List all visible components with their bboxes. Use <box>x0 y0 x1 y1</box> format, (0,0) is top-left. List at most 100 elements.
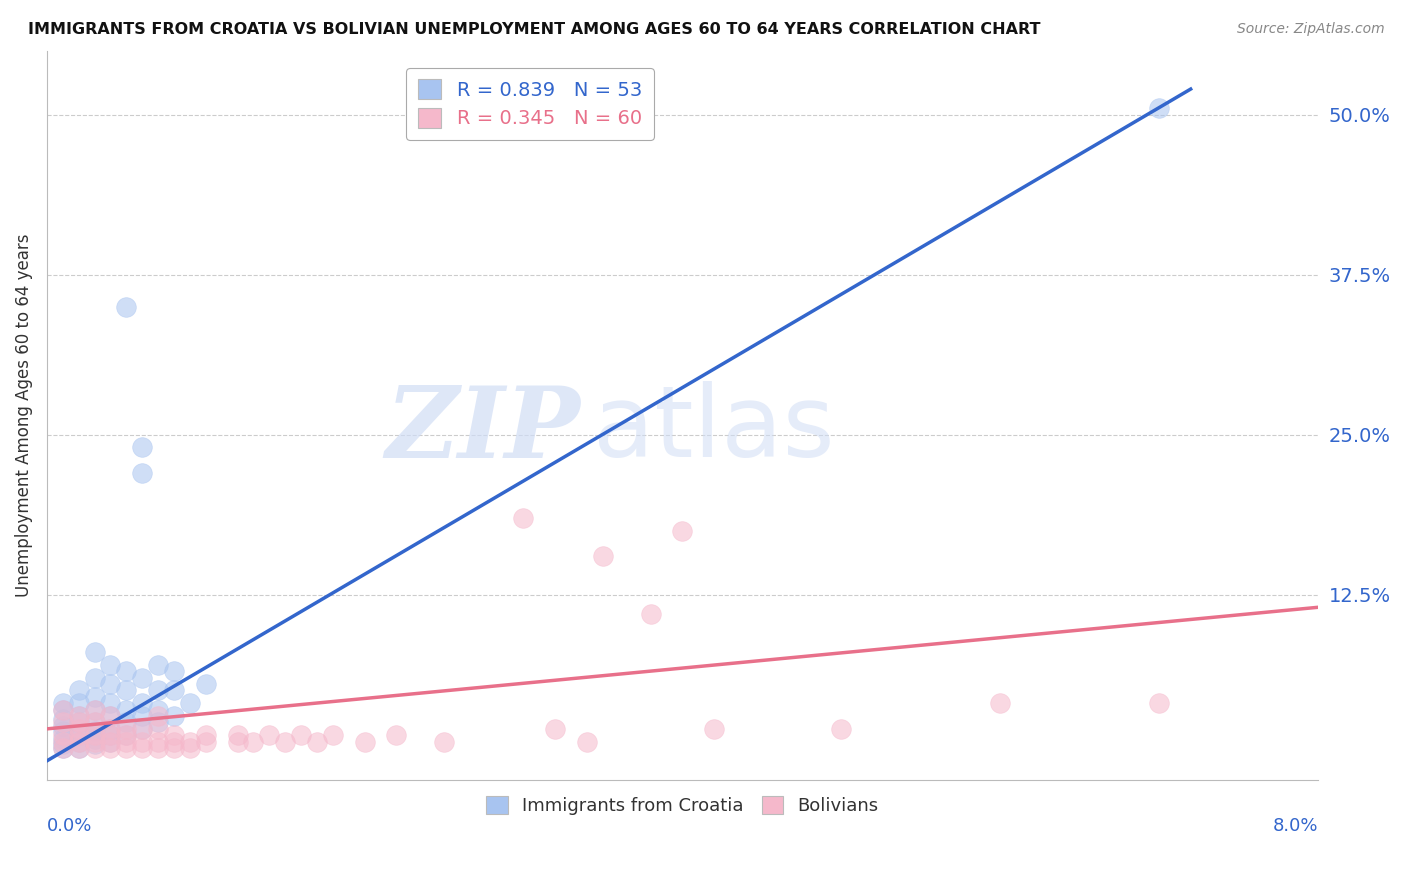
Point <box>146 715 169 730</box>
Point <box>163 728 186 742</box>
Point <box>52 741 75 756</box>
Point <box>100 728 122 742</box>
Point <box>640 607 662 621</box>
Point <box>83 703 105 717</box>
Point <box>131 734 153 748</box>
Point <box>115 741 138 756</box>
Point <box>52 719 75 733</box>
Point <box>115 728 138 742</box>
Text: IMMIGRANTS FROM CROATIA VS BOLIVIAN UNEMPLOYMENT AMONG AGES 60 TO 64 YEARS CORRE: IMMIGRANTS FROM CROATIA VS BOLIVIAN UNEM… <box>28 22 1040 37</box>
Point <box>131 741 153 756</box>
Point <box>163 734 186 748</box>
Point <box>52 715 75 730</box>
Point <box>163 741 186 756</box>
Point <box>67 709 90 723</box>
Point <box>83 671 105 685</box>
Point <box>67 741 90 756</box>
Point <box>83 732 105 747</box>
Point <box>259 728 281 742</box>
Point <box>67 734 90 748</box>
Point <box>100 657 122 672</box>
Point <box>115 703 138 717</box>
Point <box>1147 101 1170 115</box>
Point <box>179 734 201 748</box>
Point <box>131 722 153 736</box>
Point <box>703 722 725 736</box>
Point <box>146 734 169 748</box>
Point <box>305 734 328 748</box>
Point <box>163 665 186 679</box>
Text: Source: ZipAtlas.com: Source: ZipAtlas.com <box>1237 22 1385 37</box>
Text: 8.0%: 8.0% <box>1272 816 1317 835</box>
Point <box>100 741 122 756</box>
Point <box>131 466 153 480</box>
Point <box>115 300 138 314</box>
Point <box>67 734 90 748</box>
Point <box>52 741 75 756</box>
Point <box>67 741 90 756</box>
Point <box>131 441 153 455</box>
Point <box>67 722 90 736</box>
Point <box>179 696 201 710</box>
Point <box>67 715 90 730</box>
Point <box>67 728 90 742</box>
Point <box>52 732 75 747</box>
Point <box>52 737 75 751</box>
Text: 0.0%: 0.0% <box>46 816 93 835</box>
Point <box>1147 696 1170 710</box>
Point <box>131 709 153 723</box>
Point <box>194 734 217 748</box>
Point <box>988 696 1011 710</box>
Point <box>194 728 217 742</box>
Point <box>671 524 693 538</box>
Point <box>83 741 105 756</box>
Point <box>67 722 90 736</box>
Point <box>512 510 534 524</box>
Point <box>544 722 567 736</box>
Point <box>100 728 122 742</box>
Point <box>146 683 169 698</box>
Point <box>115 722 138 736</box>
Point <box>83 690 105 704</box>
Point <box>67 709 90 723</box>
Point <box>100 709 122 723</box>
Point <box>52 696 75 710</box>
Point <box>67 696 90 710</box>
Point <box>131 696 153 710</box>
Point <box>100 734 122 748</box>
Point <box>100 677 122 691</box>
Point <box>146 657 169 672</box>
Point <box>115 728 138 742</box>
Point <box>52 712 75 726</box>
Point <box>163 709 186 723</box>
Point <box>52 724 75 739</box>
Point <box>592 549 614 563</box>
Point <box>83 715 105 730</box>
Text: ZIP: ZIP <box>385 382 581 478</box>
Point <box>274 734 297 748</box>
Point <box>322 728 344 742</box>
Point <box>52 734 75 748</box>
Point <box>115 715 138 730</box>
Point <box>100 722 122 736</box>
Point <box>146 722 169 736</box>
Point <box>100 696 122 710</box>
Point <box>83 734 105 748</box>
Point <box>576 734 599 748</box>
Legend: Immigrants from Croatia, Bolivians: Immigrants from Croatia, Bolivians <box>478 789 886 822</box>
Point <box>100 722 122 736</box>
Point <box>100 734 122 748</box>
Point <box>179 741 201 756</box>
Point <box>146 741 169 756</box>
Point <box>83 724 105 739</box>
Point <box>830 722 852 736</box>
Text: atlas: atlas <box>593 382 835 478</box>
Point <box>146 709 169 723</box>
Point <box>115 683 138 698</box>
Point <box>353 734 375 748</box>
Point <box>115 665 138 679</box>
Point <box>226 734 249 748</box>
Point <box>242 734 264 748</box>
Point <box>83 645 105 659</box>
Y-axis label: Unemployment Among Ages 60 to 64 years: Unemployment Among Ages 60 to 64 years <box>15 234 32 597</box>
